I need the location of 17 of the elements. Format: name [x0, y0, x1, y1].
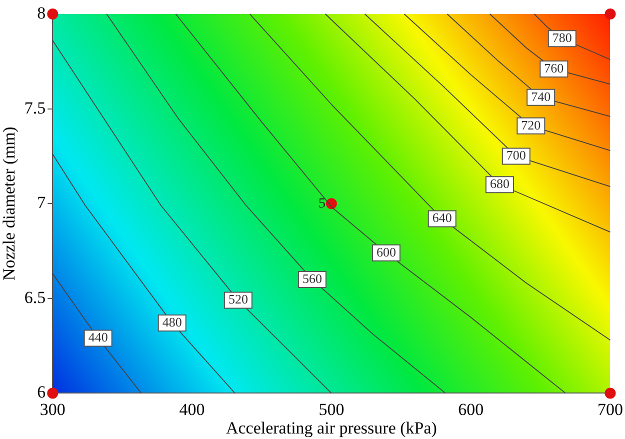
- y-tick-label: 7: [37, 193, 46, 212]
- x-tick-label: 600: [458, 400, 484, 419]
- point: [47, 388, 58, 399]
- x-tick-label: 400: [179, 400, 205, 419]
- y-tick-label: 6: [37, 382, 46, 402]
- annotation: 5: [318, 196, 326, 212]
- y-tick-label: 7.5: [24, 98, 46, 118]
- y-axis-title: Nozzle diameter (mm): [0, 126, 19, 281]
- y-tick-label: 6.5: [24, 288, 46, 307]
- x-tick-label: 300: [40, 400, 66, 419]
- point: [604, 388, 616, 399]
- point: [604, 8, 616, 20]
- point: [47, 8, 58, 20]
- x-axis-title: Accelerating air pressure (kPa): [226, 418, 437, 438]
- x-tick-label: 500: [318, 400, 344, 419]
- y-tick-label: 8: [37, 3, 46, 22]
- x-tick-label: 700: [598, 400, 623, 419]
